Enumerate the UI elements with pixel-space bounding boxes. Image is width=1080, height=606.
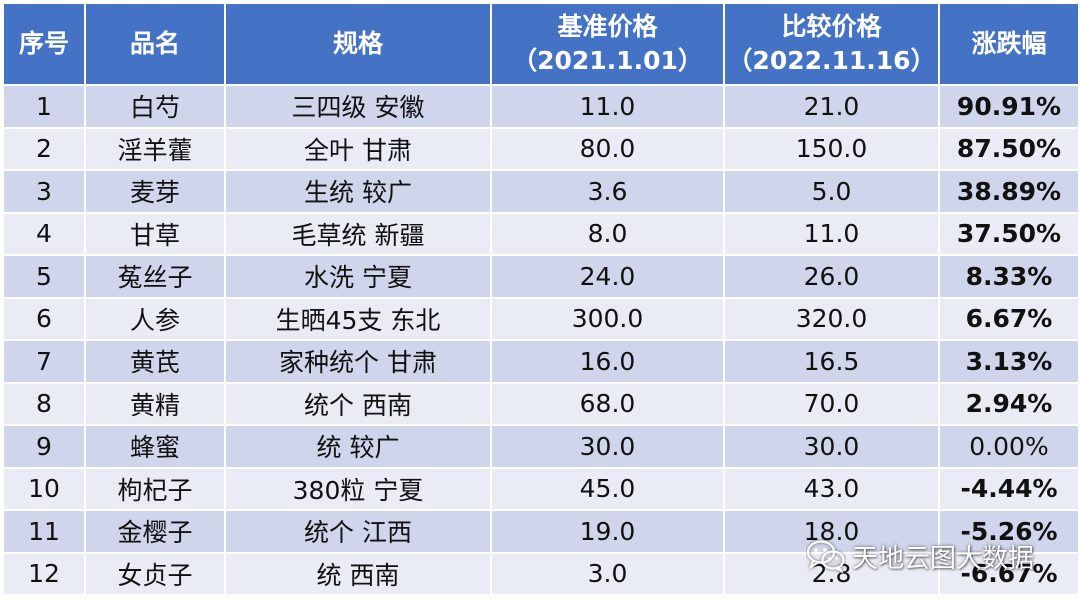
cell-compare-price: 18.0 (723, 509, 940, 554)
cell-base-price: 3.6 (490, 169, 725, 214)
header-base-date: （2021.1.01） (512, 46, 703, 75)
cell-change: 90.91% (938, 84, 1080, 129)
header-row: 序号 品名 规格 基准价格 （2021.1.01） 比较价格 （2022.11.… (2, 2, 1080, 86)
cell-index: 4 (2, 211, 86, 256)
cell-name: 枸杞子 (84, 466, 226, 511)
cell-name: 黄精 (84, 381, 226, 426)
table-row: 3 麦芽 生统 较广 3.6 5.0 38.89% (2, 169, 1080, 214)
cell-change: 37.50% (938, 211, 1080, 256)
cell-base-price: 80.0 (490, 126, 725, 171)
cell-base-price: 16.0 (490, 339, 725, 384)
table-row: 2 淫羊藿 全叶 甘肃 80.0 150.0 87.50% (2, 126, 1080, 171)
cell-index: 11 (2, 509, 86, 554)
cell-spec: 生晒45支 东北 (224, 296, 492, 341)
cell-compare-price: 21.0 (723, 84, 940, 129)
cell-base-price: 3.0 (490, 551, 725, 596)
cell-compare-price: 11.0 (723, 211, 940, 256)
cell-index: 7 (2, 339, 86, 384)
header-name: 品名 (84, 2, 226, 86)
cell-index: 6 (2, 296, 86, 341)
header-change: 涨跌幅 (938, 2, 1080, 86)
cell-name: 蜂蜜 (84, 424, 226, 469)
table-row: 8 黄精 统个 西南 68.0 70.0 2.94% (2, 381, 1080, 426)
header-spec: 规格 (224, 2, 492, 86)
cell-compare-price: 30.0 (723, 424, 940, 469)
cell-index: 12 (2, 551, 86, 596)
cell-name: 白芍 (84, 84, 226, 129)
cell-name: 麦芽 (84, 169, 226, 214)
table-row: 12 女贞子统 西南 3.0 2.8 -6.67% (2, 551, 1080, 596)
cell-spec: 统 较广 (224, 424, 492, 469)
cell-index: 8 (2, 381, 86, 426)
cell-name: 金樱子 (84, 509, 226, 554)
cell-name: 菟丝子 (84, 254, 226, 299)
cell-index: 9 (2, 424, 86, 469)
cell-spec: 全叶 甘肃 (224, 126, 492, 171)
cell-base-price: 11.0 (490, 84, 725, 129)
header-compare-price: 比较价格 （2022.11.16） (723, 2, 940, 86)
header-compare-price-label: 比较价格 (781, 12, 882, 41)
cell-base-price: 24.0 (490, 254, 725, 299)
table-row: 7 黄芪 家种统个 甘肃 16.0 16.5 3.13% (2, 339, 1080, 384)
cell-base-price: 30.0 (490, 424, 725, 469)
cell-base-price: 68.0 (490, 381, 725, 426)
table-row: 4 甘草 毛草统 新疆 8.0 11.0 37.50% (2, 211, 1080, 256)
cell-compare-price: 70.0 (723, 381, 940, 426)
cell-compare-price: 150.0 (723, 126, 940, 171)
table-row: 6 人参 生晒45支 东北 300.0 320.0 6.67% (2, 296, 1080, 341)
cell-name: 女贞子 (84, 551, 226, 596)
cell-spec: 水洗 宁夏 (224, 254, 492, 299)
cell-change: -6.67% (938, 551, 1080, 596)
cell-compare-price: 43.0 (723, 466, 940, 511)
cell-compare-price: 26.0 (723, 254, 940, 299)
cell-change: 8.33% (938, 254, 1080, 299)
table-row: 1 白芍 三四级 安徽 11.0 21.0 90.91% (2, 84, 1080, 129)
cell-base-price: 19.0 (490, 509, 725, 554)
cell-compare-price: 320.0 (723, 296, 940, 341)
cell-index: 2 (2, 126, 86, 171)
cell-compare-price: 16.5 (723, 339, 940, 384)
cell-compare-price: 2.8 (723, 551, 940, 596)
cell-change: -4.44% (938, 466, 1080, 511)
cell-spec: 毛草统 新疆 (224, 211, 492, 256)
cell-change: 2.94% (938, 381, 1080, 426)
cell-change: 3.13% (938, 339, 1080, 384)
cell-spec: 三四级 安徽 (224, 84, 492, 129)
cell-index: 10 (2, 466, 86, 511)
cell-spec: 380粒 宁夏 (224, 466, 492, 511)
price-table: 序号 品名 规格 基准价格 （2021.1.01） 比较价格 （2022.11.… (2, 2, 1080, 596)
table-header: 序号 品名 规格 基准价格 （2021.1.01） 比较价格 （2022.11.… (2, 2, 1080, 86)
cell-index: 5 (2, 254, 86, 299)
header-base-price: 基准价格 （2021.1.01） (490, 2, 725, 86)
cell-index: 1 (2, 84, 86, 129)
cell-name: 淫羊藿 (84, 126, 226, 171)
cell-name: 黄芪 (84, 339, 226, 384)
cell-compare-price: 5.0 (723, 169, 940, 214)
cell-base-price: 45.0 (490, 466, 725, 511)
header-base-price-label: 基准价格 (557, 12, 658, 41)
cell-change: 87.50% (938, 126, 1080, 171)
table-row: 11 金樱子 统个 江西 19.0 18.0 -5.26% (2, 509, 1080, 554)
cell-change: 38.89% (938, 169, 1080, 214)
cell-change: 6.67% (938, 296, 1080, 341)
cell-spec: 统个 西南 (224, 381, 492, 426)
cell-spec: 统个 江西 (224, 509, 492, 554)
cell-base-price: 300.0 (490, 296, 725, 341)
cell-base-price: 8.0 (490, 211, 725, 256)
cell-spec: 统 西南 (224, 551, 492, 596)
cell-spec: 生统 较广 (224, 169, 492, 214)
cell-index: 3 (2, 169, 86, 214)
table-row: 10 枸杞子 380粒 宁夏 45.0 43.0 -4.44% (2, 466, 1080, 511)
header-compare-date: （2022.11.16） (727, 46, 936, 75)
header-index: 序号 (2, 2, 86, 86)
table-body: 1 白芍 三四级 安徽 11.0 21.0 90.91% 2 淫羊藿 全叶 甘肃 80.0 150.… (2, 84, 1080, 596)
table-row: 9 蜂蜜统 较广 30.0 30.0 0.00% (2, 424, 1080, 469)
cell-name: 甘草 (84, 211, 226, 256)
cell-change: -5.26% (938, 509, 1080, 554)
table-row: 5 菟丝子 水洗 宁夏 24.0 26.0 8.33% (2, 254, 1080, 299)
cell-spec: 家种统个 甘肃 (224, 339, 492, 384)
cell-change: 0.00% (938, 424, 1080, 469)
cell-name: 人参 (84, 296, 226, 341)
